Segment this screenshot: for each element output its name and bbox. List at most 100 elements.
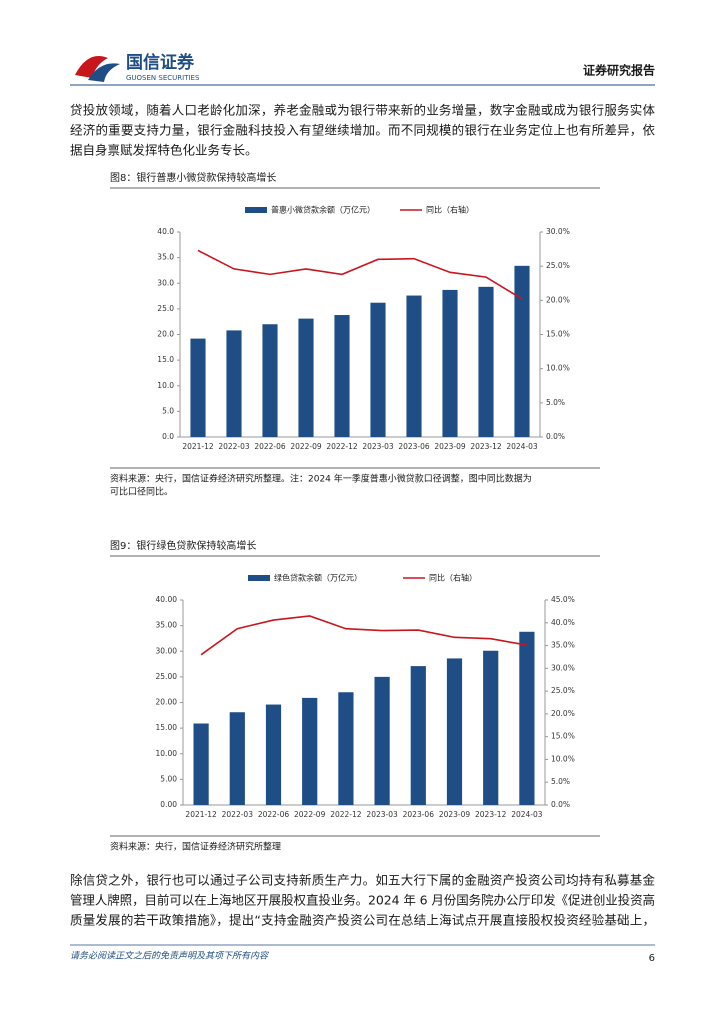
bar xyxy=(226,330,242,437)
figure-caption: 图8：银行普惠小微贷款保持较高增长 xyxy=(110,171,276,184)
x-tick-label: 2021-12 xyxy=(182,442,214,451)
legend-label: 同比（右轴） xyxy=(426,205,474,215)
y-tick-label: 40.00 xyxy=(156,595,178,604)
y2-tick-label: 10.0% xyxy=(546,364,570,373)
y2-tick-label: 20.0% xyxy=(551,709,575,718)
x-tick-label: 2023-12 xyxy=(470,442,502,451)
paragraph-line: 质量发展的若干政策措施》，提出“支持金融资产投资公司在总结上海试点开展直接股权投… xyxy=(70,913,655,928)
y2-tick-label: 35.0% xyxy=(551,641,575,650)
bar xyxy=(193,723,209,805)
y2-tick-label: 30.0% xyxy=(546,227,570,236)
y-tick-label: 20.00 xyxy=(156,698,178,707)
logo: 国信证券 GUOSEN SECURITIES xyxy=(75,52,200,82)
x-tick-label: 2022-03 xyxy=(222,810,254,819)
x-tick-label: 2022-12 xyxy=(326,442,358,451)
line-series xyxy=(200,615,528,656)
y2-tick-label: 5.0% xyxy=(551,777,570,786)
y2-tick-label: 10.0% xyxy=(551,754,575,763)
bar xyxy=(446,658,463,805)
y-tick-label: 5.0 xyxy=(162,406,174,415)
x-tick-label: 2024-03 xyxy=(506,442,538,451)
y-tick-label: 30.00 xyxy=(156,646,178,655)
paragraph-line: 管理人牌照，目前可以在上海地区开展股权直投业务。2024 年 6 月份国务院办公… xyxy=(70,893,655,908)
bar xyxy=(262,324,278,437)
legend-label: 普惠小微贷款余额（万亿元） xyxy=(271,205,375,215)
bar xyxy=(478,286,494,437)
bar xyxy=(406,295,422,437)
y-tick-label: 20.0 xyxy=(157,330,174,339)
y-tick-label: 0.0 xyxy=(162,432,174,441)
paragraph-line: 贷投放领域，随着人口老龄化加深，养老金融或为银行带来新的业务增量，数字金融或成为… xyxy=(70,103,655,118)
x-tick-label: 2023-12 xyxy=(475,810,507,819)
y2-tick-label: 25.0% xyxy=(546,261,570,270)
paragraph-line: 除信贷之外，银行也可以通过子公司支持新质生产力。如五大行下属的金融资产投资公司均… xyxy=(70,873,655,888)
bar xyxy=(374,676,390,805)
bar xyxy=(334,315,350,437)
x-tick-label: 2023-03 xyxy=(366,810,398,819)
bar xyxy=(190,338,206,437)
footer-disclaimer: 请务必阅读正文之后的免责声明及其项下所有内容 xyxy=(70,951,269,962)
x-tick-label: 2024-03 xyxy=(511,810,543,819)
figure-source: 资料来源：央行，国信证券经济研究所整理。注：2024 年一季度普惠小微贷款口径调… xyxy=(110,473,532,485)
figure-source: 资料来源：央行，国信证券经济研究所整理 xyxy=(110,841,281,853)
line-series xyxy=(197,249,523,300)
y-tick-label: 40.0 xyxy=(157,227,174,236)
y2-tick-label: 15.0% xyxy=(546,330,570,339)
logo-text: 国信证券 xyxy=(126,52,195,73)
y2-tick-label: 0.0% xyxy=(551,800,570,809)
bar xyxy=(514,265,530,437)
y2-tick-label: 25.0% xyxy=(551,686,575,695)
bar xyxy=(519,631,535,805)
header-label: 证券研究报告 xyxy=(583,63,655,78)
y-tick-label: 15.00 xyxy=(156,723,178,732)
bar xyxy=(302,697,318,805)
y-tick-label: 10.00 xyxy=(156,749,178,758)
y2-tick-label: 20.0% xyxy=(546,295,570,304)
x-tick-label: 2022-06 xyxy=(258,810,290,819)
logo-subtext: GUOSEN SECURITIES xyxy=(126,74,200,82)
paragraph-line: 据自身禀赋发挥特色化业务专长。 xyxy=(70,143,258,158)
x-tick-label: 2022-06 xyxy=(254,442,286,451)
page-number: 6 xyxy=(649,953,655,964)
bar xyxy=(298,318,314,437)
bar xyxy=(338,692,354,805)
x-tick-label: 2023-03 xyxy=(362,442,394,451)
x-tick-label: 2023-06 xyxy=(403,810,435,819)
bar xyxy=(483,650,499,805)
y2-tick-label: 5.0% xyxy=(546,398,565,407)
y2-tick-label: 40.0% xyxy=(551,618,575,627)
y2-tick-label: 45.0% xyxy=(551,595,575,604)
y-tick-label: 15.0 xyxy=(157,355,174,364)
x-tick-label: 2023-06 xyxy=(398,442,430,451)
x-tick-label: 2021-12 xyxy=(185,810,217,819)
bar xyxy=(265,704,282,805)
paragraph-line: 经济的重要支持力量，银行金融科技投入有望继续增加。而不同规模的银行在业务定位上也… xyxy=(70,123,655,138)
y-tick-label: 35.00 xyxy=(156,621,178,630)
x-tick-label: 2022-09 xyxy=(294,810,326,819)
legend-swatch xyxy=(248,575,270,581)
x-tick-label: 2023-09 xyxy=(439,810,471,819)
figure-source: 可比口径同比。 xyxy=(110,486,173,498)
y2-tick-label: 15.0% xyxy=(551,732,575,741)
legend-swatch xyxy=(245,207,267,213)
y-tick-label: 5.00 xyxy=(160,774,177,783)
bar xyxy=(370,302,386,437)
y2-tick-label: 0.0% xyxy=(546,432,565,441)
logo-mark xyxy=(75,56,108,78)
legend-label: 绿色贷款余额（万亿元） xyxy=(274,573,362,583)
bar xyxy=(229,712,245,805)
y-tick-label: 25.00 xyxy=(156,672,178,681)
x-tick-label: 2022-03 xyxy=(218,442,250,451)
bar xyxy=(410,666,426,805)
x-tick-label: 2023-09 xyxy=(434,442,466,451)
y-tick-label: 0.00 xyxy=(160,800,177,809)
y-tick-label: 10.0 xyxy=(157,381,174,390)
logo-mark xyxy=(88,63,120,82)
bar xyxy=(442,289,458,437)
legend-label: 同比（右轴） xyxy=(429,573,477,583)
figure-caption: 图9：银行绿色贷款保持较高增长 xyxy=(110,539,256,552)
x-tick-label: 2022-12 xyxy=(330,810,362,819)
y2-tick-label: 30.0% xyxy=(551,663,575,672)
y-tick-label: 30.0 xyxy=(157,278,174,287)
